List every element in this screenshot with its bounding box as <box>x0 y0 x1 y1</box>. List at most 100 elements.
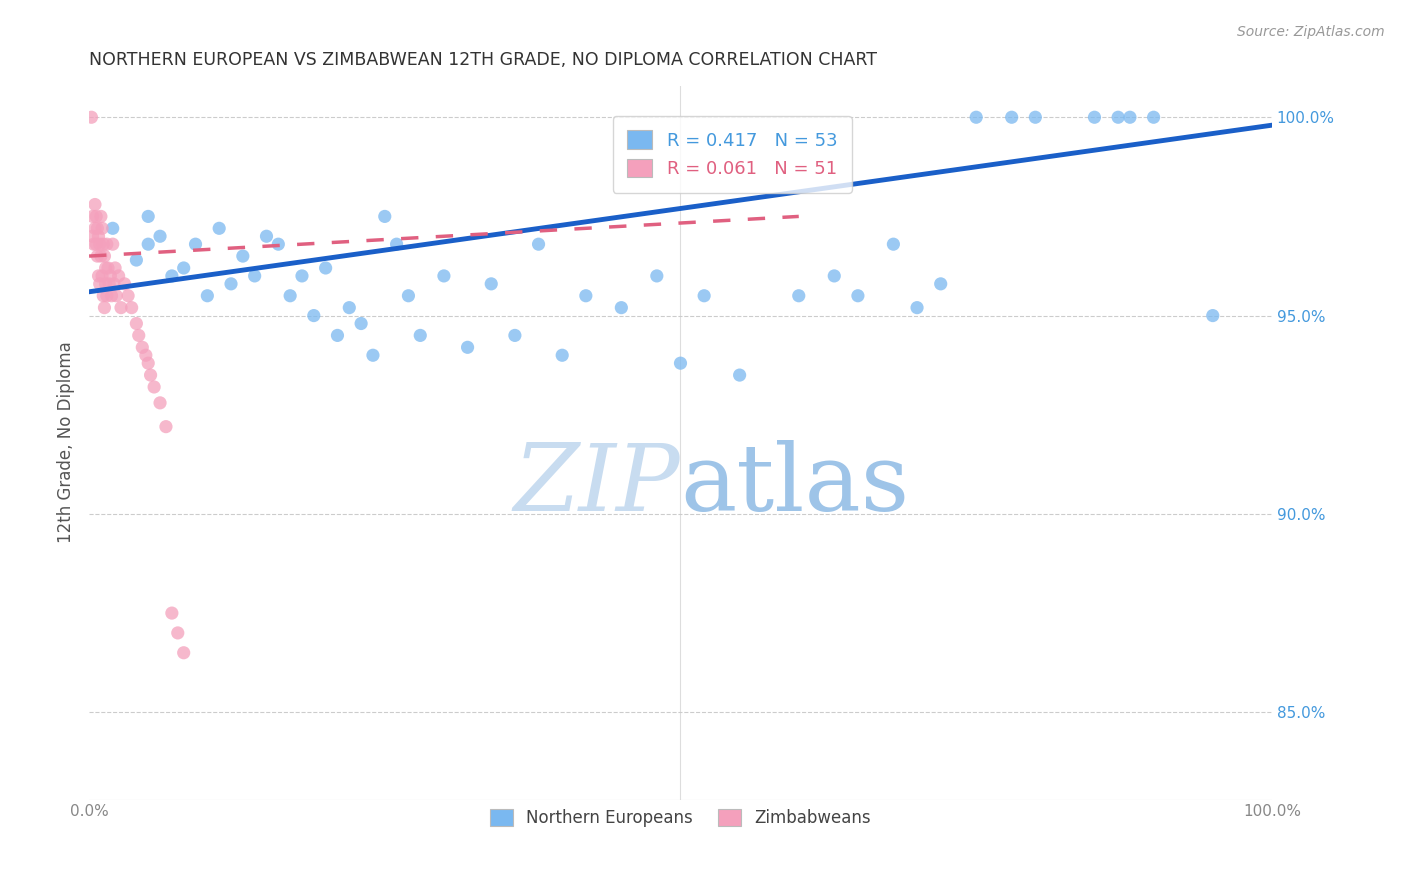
Text: atlas: atlas <box>681 441 910 531</box>
Point <box>101 221 124 235</box>
Point <box>98 268 121 283</box>
Point <box>278 289 301 303</box>
Point <box>96 289 118 303</box>
Point <box>93 249 115 263</box>
Point <box>1024 110 1046 124</box>
Point <box>103 277 125 291</box>
Point <box>1142 110 1164 124</box>
Point <box>350 317 373 331</box>
Point <box>551 348 574 362</box>
Point <box>243 268 266 283</box>
Point <box>101 237 124 252</box>
Point <box>1083 110 1105 124</box>
Point <box>135 348 157 362</box>
Point <box>80 110 103 124</box>
Point <box>1119 110 1142 124</box>
Point <box>787 289 810 303</box>
Point <box>302 309 325 323</box>
Legend: Northern Europeans, Zimbabweans: Northern Europeans, Zimbabweans <box>484 803 877 834</box>
Point <box>965 110 987 124</box>
Point <box>86 249 108 263</box>
Point <box>91 237 114 252</box>
Point <box>84 221 107 235</box>
Point <box>575 289 598 303</box>
Point <box>125 317 148 331</box>
Point <box>131 340 153 354</box>
Point <box>87 229 110 244</box>
Point <box>173 646 195 660</box>
Point <box>82 229 104 244</box>
Point <box>114 277 136 291</box>
Point <box>823 268 845 283</box>
Point <box>645 268 668 283</box>
Point <box>409 328 432 343</box>
Point <box>89 277 111 291</box>
Point <box>90 210 112 224</box>
Y-axis label: 12th Grade, No Diploma: 12th Grade, No Diploma <box>58 342 75 543</box>
Point <box>195 289 218 303</box>
Point <box>143 380 166 394</box>
Point <box>98 277 121 291</box>
Point <box>96 237 118 252</box>
Point <box>94 277 117 291</box>
Point <box>128 328 150 343</box>
Text: Source: ZipAtlas.com: Source: ZipAtlas.com <box>1237 25 1385 39</box>
Point <box>728 368 751 382</box>
Point <box>84 197 107 211</box>
Point <box>160 606 183 620</box>
Point <box>110 301 132 315</box>
Point <box>337 301 360 315</box>
Point <box>82 210 104 224</box>
Point <box>87 268 110 283</box>
Point <box>136 356 159 370</box>
Point <box>1107 110 1129 124</box>
Point <box>91 268 114 283</box>
Point <box>361 348 384 362</box>
Point <box>846 289 869 303</box>
Point <box>90 249 112 263</box>
Point <box>125 253 148 268</box>
Text: ZIP: ZIP <box>513 441 681 531</box>
Point <box>208 221 231 235</box>
Point <box>457 340 479 354</box>
Point <box>166 626 188 640</box>
Point <box>219 277 242 291</box>
Point <box>396 289 419 303</box>
Point <box>374 210 396 224</box>
Point <box>86 221 108 235</box>
Point <box>100 289 122 303</box>
Point <box>83 237 105 252</box>
Point <box>173 260 195 275</box>
Point <box>155 419 177 434</box>
Point <box>93 301 115 315</box>
Point <box>136 237 159 252</box>
Point <box>149 396 172 410</box>
Point <box>91 289 114 303</box>
Point <box>905 301 928 315</box>
Point <box>184 237 207 252</box>
Point <box>136 210 159 224</box>
Point <box>326 328 349 343</box>
Point <box>94 260 117 275</box>
Point <box>149 229 172 244</box>
Point <box>107 268 129 283</box>
Point <box>385 237 408 252</box>
Point <box>1202 309 1225 323</box>
Point <box>693 289 716 303</box>
Point <box>503 328 526 343</box>
Point <box>105 289 128 303</box>
Point <box>479 277 502 291</box>
Point <box>232 249 254 263</box>
Point <box>527 237 550 252</box>
Point <box>84 210 107 224</box>
Point <box>882 237 904 252</box>
Point <box>433 268 456 283</box>
Point <box>291 268 314 283</box>
Point <box>315 260 337 275</box>
Point <box>97 260 120 275</box>
Point <box>104 260 127 275</box>
Point <box>121 301 143 315</box>
Point <box>267 237 290 252</box>
Point <box>1001 110 1024 124</box>
Point <box>929 277 952 291</box>
